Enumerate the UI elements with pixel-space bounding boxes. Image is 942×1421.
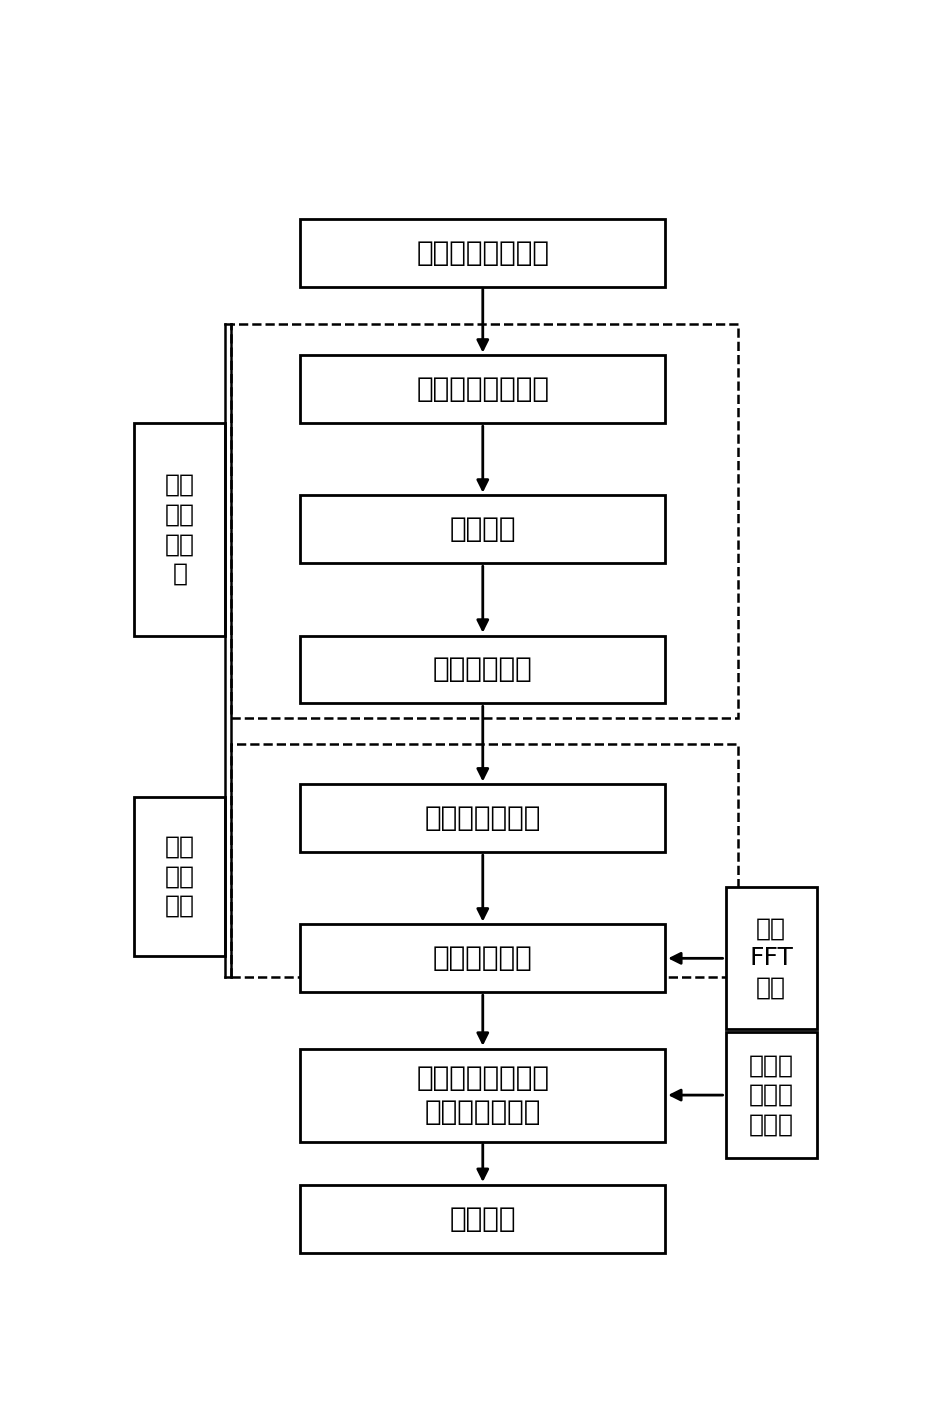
Text: 高信噪比信号: 高信噪比信号	[433, 655, 532, 684]
Text: 信号消噪: 信号消噪	[449, 516, 516, 543]
Text: 与故障
特征频
率比较: 与故障 特征频 率比较	[749, 1053, 794, 1137]
FancyBboxPatch shape	[134, 422, 225, 637]
FancyBboxPatch shape	[300, 355, 665, 423]
Text: 计算三阶累积量: 计算三阶累积量	[425, 804, 541, 833]
Text: 原始故障振动信号: 原始故障振动信号	[416, 239, 549, 267]
FancyBboxPatch shape	[300, 1185, 665, 1253]
Text: 建立概率主元模型: 建立概率主元模型	[416, 375, 549, 404]
Text: 获得单一循环频率
双谱的等高线图: 获得单一循环频率 双谱的等高线图	[416, 1064, 549, 1127]
Text: 诊断结果: 诊断结果	[449, 1205, 516, 1233]
Text: 二维
FFT
变换: 二维 FFT 变换	[749, 917, 793, 1000]
FancyBboxPatch shape	[725, 887, 817, 1029]
FancyBboxPatch shape	[300, 635, 665, 703]
Text: 概率
主分
量分
析: 概率 主分 量分 析	[165, 473, 195, 585]
FancyBboxPatch shape	[300, 496, 665, 563]
FancyBboxPatch shape	[725, 1032, 817, 1158]
FancyBboxPatch shape	[300, 219, 665, 287]
FancyBboxPatch shape	[134, 797, 225, 955]
FancyBboxPatch shape	[300, 784, 665, 853]
FancyBboxPatch shape	[300, 925, 665, 992]
Text: 正弦抽取运算: 正弦抽取运算	[433, 945, 532, 972]
FancyBboxPatch shape	[300, 1049, 665, 1141]
Text: 循环
平稳
分析: 循环 平稳 分析	[165, 834, 195, 918]
